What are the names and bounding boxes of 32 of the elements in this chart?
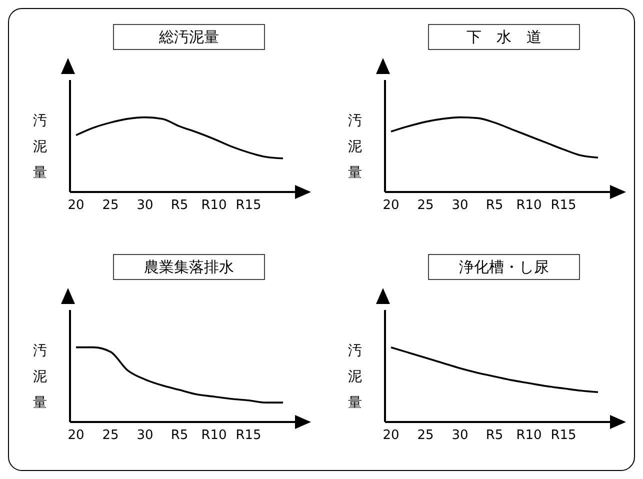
y-axis-title: 汚泥量: [347, 342, 363, 413]
x-tick-label: R5: [170, 198, 188, 214]
x-tick-label: 20: [382, 198, 400, 214]
x-tick-label: R10: [201, 428, 227, 444]
x-tick-label: 20: [68, 198, 84, 214]
chart-title: 下 水 道: [466, 28, 542, 46]
x-tick-label: 30: [452, 198, 468, 214]
y-axis-title: 汚泥量: [347, 112, 363, 183]
x-tick-label: 30: [136, 428, 154, 444]
x-tick-label: 25: [102, 198, 119, 214]
x-tick-label: R5: [486, 428, 504, 444]
chart-title: 農業集落排水: [144, 258, 234, 276]
y-axis-title: 汚泥量: [32, 112, 48, 183]
chart-title: 浄化槽・し尿: [459, 258, 549, 276]
x-tick-label: R10: [201, 198, 227, 214]
x-tick-label: R5: [486, 198, 504, 214]
x-tick-label: 30: [136, 198, 154, 214]
x-tick-label: R5: [170, 428, 188, 444]
x-tick-label: R10: [516, 198, 542, 214]
x-tick-label: R10: [516, 428, 542, 444]
x-tick-label: R15: [236, 428, 262, 444]
x-tick-label: 25: [417, 198, 434, 214]
x-tick-label: R15: [550, 428, 576, 444]
y-axis-title: 汚泥量: [32, 342, 48, 413]
x-tick-label: 20: [68, 428, 84, 444]
x-tick-label: R15: [236, 198, 262, 214]
x-tick-label: R15: [550, 198, 576, 214]
x-tick-label: 30: [452, 428, 468, 444]
x-tick-label: 20: [382, 428, 400, 444]
chart-title: 総汚泥量: [159, 28, 219, 46]
x-tick-label: 25: [102, 428, 119, 444]
x-tick-label: 25: [417, 428, 434, 444]
